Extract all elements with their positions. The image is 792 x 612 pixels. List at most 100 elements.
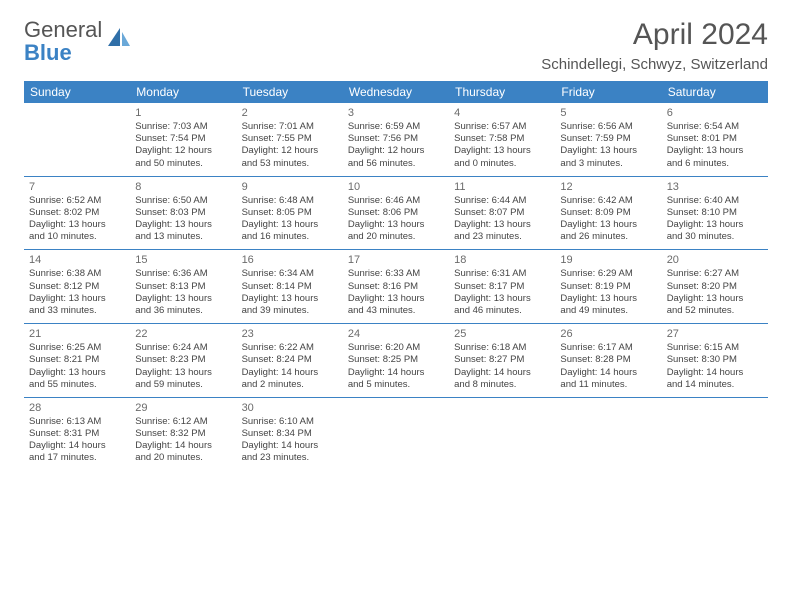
day-detail: Sunset: 8:02 PM [29,207,125,219]
day-detail: Daylight: 13 hours [348,219,444,231]
day-detail: Daylight: 13 hours [667,219,763,231]
day-detail: Sunset: 8:20 PM [667,281,763,293]
day-number: 27 [667,327,763,341]
day-detail: Daylight: 13 hours [667,145,763,157]
day-detail: and 49 minutes. [560,305,656,317]
day-number: 3 [348,106,444,120]
day-detail: Sunrise: 6:52 AM [29,195,125,207]
day-detail: Sunset: 8:34 PM [242,428,338,440]
day-detail: Daylight: 13 hours [560,219,656,231]
day-detail: and 50 minutes. [135,158,231,170]
day-detail: Sunrise: 6:31 AM [454,268,550,280]
day-number: 2 [242,106,338,120]
day-number: 19 [560,253,656,267]
day-detail: Sunrise: 6:38 AM [29,268,125,280]
day-detail: Sunset: 7:58 PM [454,133,550,145]
day-detail: Daylight: 14 hours [242,440,338,452]
day-cell: 23Sunrise: 6:22 AMSunset: 8:24 PMDayligh… [237,324,343,398]
day-detail: and 10 minutes. [29,231,125,243]
day-detail: Daylight: 13 hours [135,367,231,379]
day-detail: Sunrise: 6:34 AM [242,268,338,280]
day-number: 10 [348,180,444,194]
day-detail: Daylight: 13 hours [29,293,125,305]
day-detail: Sunset: 8:25 PM [348,354,444,366]
day-number: 18 [454,253,550,267]
brand-logo: General Blue [24,18,132,64]
month-title: April 2024 [541,18,768,52]
day-cell: 5Sunrise: 6:56 AMSunset: 7:59 PMDaylight… [555,103,661,176]
day-header: Monday [130,81,236,103]
day-detail: and 6 minutes. [667,158,763,170]
day-number: 21 [29,327,125,341]
day-detail: Sunset: 8:05 PM [242,207,338,219]
calendar-table: SundayMondayTuesdayWednesdayThursdayFrid… [24,81,768,471]
day-detail: Daylight: 12 hours [135,145,231,157]
day-header: Wednesday [343,81,449,103]
title-block: April 2024 Schindellegi, Schwyz, Switzer… [541,18,768,73]
day-number: 9 [242,180,338,194]
day-detail: Sunrise: 6:44 AM [454,195,550,207]
day-detail: Daylight: 14 hours [348,367,444,379]
day-detail: and 16 minutes. [242,231,338,243]
day-cell: 17Sunrise: 6:33 AMSunset: 8:16 PMDayligh… [343,250,449,324]
week-row: 14Sunrise: 6:38 AMSunset: 8:12 PMDayligh… [24,250,768,324]
day-cell: 28Sunrise: 6:13 AMSunset: 8:31 PMDayligh… [24,397,130,470]
day-number: 29 [135,401,231,415]
day-detail: and 56 minutes. [348,158,444,170]
day-number: 6 [667,106,763,120]
day-detail: Daylight: 13 hours [667,293,763,305]
day-detail: Sunrise: 6:40 AM [667,195,763,207]
day-detail: Sunset: 8:01 PM [667,133,763,145]
day-detail: and 23 minutes. [454,231,550,243]
day-detail: Sunrise: 6:33 AM [348,268,444,280]
day-detail: Sunset: 8:21 PM [29,354,125,366]
day-number: 20 [667,253,763,267]
day-cell: 4Sunrise: 6:57 AMSunset: 7:58 PMDaylight… [449,103,555,176]
day-number: 17 [348,253,444,267]
day-cell: 20Sunrise: 6:27 AMSunset: 8:20 PMDayligh… [662,250,768,324]
day-detail: and 52 minutes. [667,305,763,317]
day-number: 14 [29,253,125,267]
day-detail: Daylight: 13 hours [454,145,550,157]
day-number: 8 [135,180,231,194]
day-detail: Sunset: 8:13 PM [135,281,231,293]
day-detail: Daylight: 13 hours [560,145,656,157]
day-detail: Sunrise: 6:46 AM [348,195,444,207]
week-row: 28Sunrise: 6:13 AMSunset: 8:31 PMDayligh… [24,397,768,470]
day-cell [343,397,449,470]
day-detail: Daylight: 13 hours [135,293,231,305]
brand-text: General Blue [24,18,102,64]
day-detail: and 53 minutes. [242,158,338,170]
day-detail: Sunrise: 6:24 AM [135,342,231,354]
day-number: 12 [560,180,656,194]
day-detail: and 20 minutes. [135,452,231,464]
day-detail: Sunrise: 6:57 AM [454,121,550,133]
day-number: 16 [242,253,338,267]
day-number: 26 [560,327,656,341]
day-cell: 10Sunrise: 6:46 AMSunset: 8:06 PMDayligh… [343,176,449,250]
day-number: 13 [667,180,763,194]
day-detail: Sunrise: 6:18 AM [454,342,550,354]
day-detail: Sunset: 8:17 PM [454,281,550,293]
day-detail: Sunrise: 6:48 AM [242,195,338,207]
day-detail: and 3 minutes. [560,158,656,170]
day-detail: Daylight: 12 hours [242,145,338,157]
day-detail: Sunset: 8:14 PM [242,281,338,293]
day-header: Sunday [24,81,130,103]
sail-icon [106,26,132,56]
calendar-body: 1Sunrise: 7:03 AMSunset: 7:54 PMDaylight… [24,103,768,471]
day-detail: and 33 minutes. [29,305,125,317]
day-cell: 26Sunrise: 6:17 AMSunset: 8:28 PMDayligh… [555,324,661,398]
day-detail: Sunrise: 6:42 AM [560,195,656,207]
day-cell: 29Sunrise: 6:12 AMSunset: 8:32 PMDayligh… [130,397,236,470]
page-header: General Blue April 2024 Schindellegi, Sc… [24,18,768,73]
day-number: 23 [242,327,338,341]
day-detail: Sunset: 8:06 PM [348,207,444,219]
day-detail: Sunrise: 6:56 AM [560,121,656,133]
day-detail: Daylight: 13 hours [560,293,656,305]
week-row: 7Sunrise: 6:52 AMSunset: 8:02 PMDaylight… [24,176,768,250]
day-cell: 25Sunrise: 6:18 AMSunset: 8:27 PMDayligh… [449,324,555,398]
day-detail: Sunrise: 6:22 AM [242,342,338,354]
day-detail: and 20 minutes. [348,231,444,243]
day-detail: and 36 minutes. [135,305,231,317]
